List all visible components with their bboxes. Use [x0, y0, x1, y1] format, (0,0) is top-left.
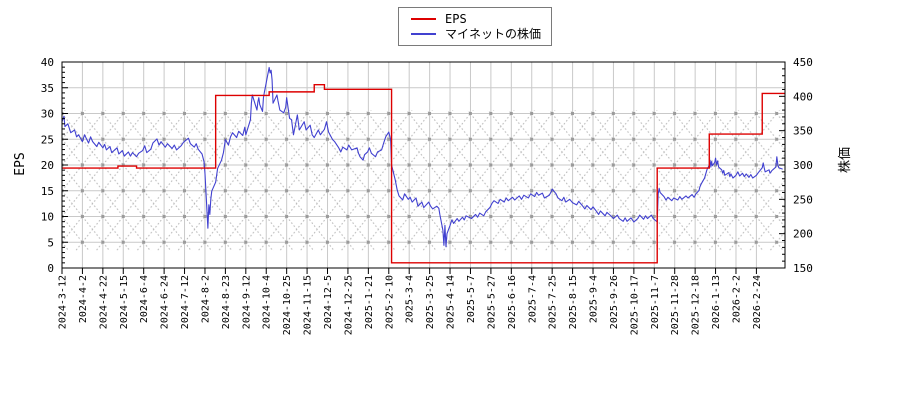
svg-text:2025-5-27: 2025-5-27 — [486, 275, 497, 329]
svg-text:2025-4-14: 2025-4-14 — [446, 275, 457, 329]
svg-text:5: 5 — [47, 236, 54, 249]
svg-text:2025-10-17: 2025-10-17 — [629, 275, 640, 335]
axis-ticks — [61, 61, 785, 274]
legend-label-eps: EPS — [445, 11, 467, 26]
svg-text:10: 10 — [41, 211, 54, 224]
svg-text:2024-9-12: 2024-9-12 — [241, 275, 252, 329]
svg-text:2025-7-4: 2025-7-4 — [527, 275, 538, 323]
svg-text:2025-3-25: 2025-3-25 — [425, 275, 436, 329]
price-range-band — [62, 110, 785, 251]
svg-text:2025-5-7: 2025-5-7 — [466, 275, 477, 323]
svg-text:2025-12-18: 2025-12-18 — [691, 275, 702, 335]
svg-text:2024-5-15: 2024-5-15 — [119, 275, 130, 329]
legend-item-stock-price: マイネットの株価 — [411, 27, 547, 41]
svg-text:2024-8-23: 2024-8-23 — [221, 275, 232, 329]
svg-text:20: 20 — [41, 159, 54, 172]
svg-text:2024-4-22: 2024-4-22 — [98, 275, 109, 329]
svg-text:250: 250 — [793, 193, 813, 206]
svg-text:2026-2-2: 2026-2-2 — [731, 275, 742, 323]
svg-text:15: 15 — [41, 185, 54, 198]
legend-item-eps: EPS — [411, 12, 547, 26]
x-tick-labels: 2024-3-12 2024-4-2 2024-4-22 2024-5-15 2024-… — [58, 275, 763, 335]
legend-label-stock-price: マイネットの株価 — [445, 27, 542, 42]
svg-text:2024-7-12: 2024-7-12 — [180, 275, 191, 329]
svg-text:2025-9-26: 2025-9-26 — [609, 275, 620, 329]
y-axis-title-left: EPS — [13, 152, 28, 176]
svg-text:40: 40 — [41, 56, 54, 69]
svg-text:2025-3-4: 2025-3-4 — [405, 275, 416, 323]
svg-text:0: 0 — [47, 262, 54, 275]
svg-text:2025-9-4: 2025-9-4 — [589, 275, 600, 323]
svg-text:150: 150 — [793, 262, 813, 275]
svg-text:450: 450 — [793, 56, 813, 69]
svg-text:350: 350 — [793, 125, 813, 138]
svg-text:2024-11-15: 2024-11-15 — [303, 275, 314, 335]
svg-text:2025-6-16: 2025-6-16 — [507, 275, 518, 329]
svg-text:2024-12-5: 2024-12-5 — [323, 275, 334, 329]
y-tick-labels-left: 0 5 10 15 20 25 30 35 40 — [41, 56, 54, 275]
svg-text:2024-6-4: 2024-6-4 — [139, 275, 150, 323]
svg-text:2024-10-25: 2024-10-25 — [282, 275, 293, 335]
svg-text:300: 300 — [793, 159, 813, 172]
svg-text:2026-1-13: 2026-1-13 — [711, 275, 722, 329]
price-series-line — [61, 66, 783, 248]
eps-series-line — [62, 83, 785, 264]
legend: EPS マイネットの株価 — [398, 7, 552, 46]
svg-text:2024-8-2: 2024-8-2 — [200, 275, 211, 323]
svg-text:2024-10-4: 2024-10-4 — [262, 275, 273, 329]
svg-text:2025-11-7: 2025-11-7 — [650, 275, 661, 329]
svg-text:35: 35 — [41, 82, 54, 95]
svg-text:2025-11-28: 2025-11-28 — [670, 275, 681, 335]
y-axis-title-right: 株価 — [838, 147, 853, 174]
legend-swatch-eps — [411, 17, 436, 20]
svg-text:2025-1-21: 2025-1-21 — [364, 275, 375, 329]
svg-text:2026-2-24: 2026-2-24 — [752, 275, 763, 329]
y-tick-labels-right: 150 200 250 300 350 400 450 — [793, 56, 813, 275]
legend-swatch-stock-price — [411, 33, 436, 36]
svg-text:400: 400 — [793, 90, 813, 103]
svg-text:2025-8-15: 2025-8-15 — [568, 275, 579, 329]
svg-text:2024-3-12: 2024-3-12 — [58, 275, 69, 329]
svg-text:25: 25 — [41, 133, 54, 146]
svg-text:200: 200 — [793, 228, 813, 241]
svg-text:2024-6-24: 2024-6-24 — [160, 275, 171, 329]
svg-text:2025-7-25: 2025-7-25 — [548, 275, 559, 329]
svg-text:2024-12-25: 2024-12-25 — [343, 275, 354, 335]
svg-text:2025-2-10: 2025-2-10 — [384, 275, 395, 329]
svg-text:30: 30 — [41, 108, 54, 121]
svg-text:2024-4-2: 2024-4-2 — [78, 275, 89, 323]
